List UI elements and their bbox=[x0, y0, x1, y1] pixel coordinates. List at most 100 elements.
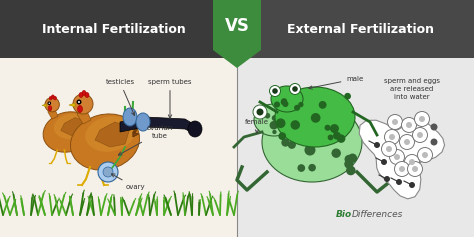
Text: ovarian
tube: ovarian tube bbox=[118, 126, 173, 155]
Ellipse shape bbox=[78, 105, 82, 113]
Circle shape bbox=[404, 139, 410, 145]
Polygon shape bbox=[48, 107, 58, 119]
Circle shape bbox=[333, 132, 341, 140]
Circle shape bbox=[394, 161, 410, 177]
Circle shape bbox=[47, 101, 51, 105]
Circle shape bbox=[279, 121, 285, 127]
Ellipse shape bbox=[85, 92, 89, 97]
Circle shape bbox=[418, 147, 432, 163]
Circle shape bbox=[274, 101, 280, 108]
Circle shape bbox=[382, 141, 396, 156]
Circle shape bbox=[388, 114, 402, 129]
Circle shape bbox=[283, 101, 289, 107]
Text: female: female bbox=[245, 119, 269, 133]
Circle shape bbox=[270, 86, 281, 96]
Circle shape bbox=[392, 119, 398, 125]
Ellipse shape bbox=[43, 112, 93, 152]
Circle shape bbox=[330, 124, 339, 133]
Ellipse shape bbox=[85, 116, 135, 152]
Ellipse shape bbox=[52, 95, 55, 99]
Circle shape bbox=[308, 164, 316, 172]
Text: testicles: testicles bbox=[105, 79, 135, 115]
Polygon shape bbox=[133, 127, 137, 137]
Circle shape bbox=[282, 138, 290, 147]
Polygon shape bbox=[88, 125, 92, 128]
Circle shape bbox=[98, 162, 118, 182]
Circle shape bbox=[292, 86, 298, 92]
Ellipse shape bbox=[54, 96, 56, 100]
Ellipse shape bbox=[49, 96, 52, 100]
Circle shape bbox=[337, 134, 346, 143]
Text: sperm tubes: sperm tubes bbox=[148, 79, 192, 118]
Circle shape bbox=[409, 182, 415, 188]
Circle shape bbox=[275, 102, 289, 116]
Circle shape bbox=[281, 98, 287, 105]
Circle shape bbox=[400, 135, 414, 150]
Circle shape bbox=[417, 132, 423, 138]
Polygon shape bbox=[77, 107, 91, 124]
Bar bbox=[237, 0, 474, 58]
Circle shape bbox=[394, 154, 400, 160]
Circle shape bbox=[48, 102, 50, 104]
Circle shape bbox=[419, 116, 425, 122]
Text: sperm and eggs
are released
into water: sperm and eggs are released into water bbox=[384, 78, 440, 100]
Circle shape bbox=[396, 179, 402, 185]
Circle shape bbox=[290, 83, 301, 95]
Circle shape bbox=[414, 111, 429, 127]
Circle shape bbox=[291, 120, 300, 130]
Circle shape bbox=[430, 138, 438, 146]
Circle shape bbox=[412, 166, 418, 172]
Polygon shape bbox=[213, 0, 261, 68]
Ellipse shape bbox=[254, 104, 294, 136]
Circle shape bbox=[297, 164, 305, 172]
Circle shape bbox=[270, 121, 278, 129]
Circle shape bbox=[325, 125, 331, 131]
Ellipse shape bbox=[82, 91, 86, 96]
Circle shape bbox=[311, 113, 320, 123]
Circle shape bbox=[331, 148, 341, 158]
Bar bbox=[237, 58, 474, 237]
Polygon shape bbox=[120, 117, 195, 134]
Circle shape bbox=[307, 126, 318, 137]
Polygon shape bbox=[359, 119, 445, 199]
Circle shape bbox=[390, 150, 404, 164]
Bar bbox=[0, 0, 237, 58]
Circle shape bbox=[404, 155, 419, 169]
Circle shape bbox=[253, 105, 267, 119]
Polygon shape bbox=[133, 122, 141, 137]
Circle shape bbox=[384, 176, 390, 182]
Text: ovary: ovary bbox=[111, 174, 145, 190]
Circle shape bbox=[422, 152, 428, 158]
Ellipse shape bbox=[79, 92, 83, 97]
Circle shape bbox=[276, 118, 285, 128]
Ellipse shape bbox=[71, 114, 139, 170]
Circle shape bbox=[76, 100, 82, 105]
Polygon shape bbox=[69, 103, 75, 107]
Ellipse shape bbox=[136, 113, 150, 131]
Circle shape bbox=[256, 109, 264, 115]
Circle shape bbox=[288, 141, 296, 149]
Circle shape bbox=[344, 93, 351, 100]
Circle shape bbox=[384, 129, 400, 145]
Circle shape bbox=[381, 159, 387, 165]
Circle shape bbox=[272, 130, 277, 134]
Circle shape bbox=[78, 101, 80, 103]
Polygon shape bbox=[61, 118, 86, 136]
Ellipse shape bbox=[275, 87, 355, 147]
Polygon shape bbox=[88, 121, 91, 128]
Ellipse shape bbox=[123, 108, 137, 126]
Text: Bio: Bio bbox=[336, 210, 352, 219]
Polygon shape bbox=[42, 104, 46, 107]
Circle shape bbox=[374, 142, 380, 148]
Circle shape bbox=[319, 101, 327, 109]
Circle shape bbox=[386, 146, 392, 152]
Circle shape bbox=[409, 159, 415, 165]
Circle shape bbox=[73, 94, 93, 114]
Text: External Fertilization: External Fertilization bbox=[287, 23, 434, 36]
Circle shape bbox=[330, 128, 339, 136]
Circle shape bbox=[280, 117, 287, 124]
Circle shape bbox=[399, 166, 405, 172]
Text: Internal Fertilization: Internal Fertilization bbox=[42, 23, 186, 36]
Circle shape bbox=[294, 105, 300, 111]
Ellipse shape bbox=[271, 86, 303, 112]
